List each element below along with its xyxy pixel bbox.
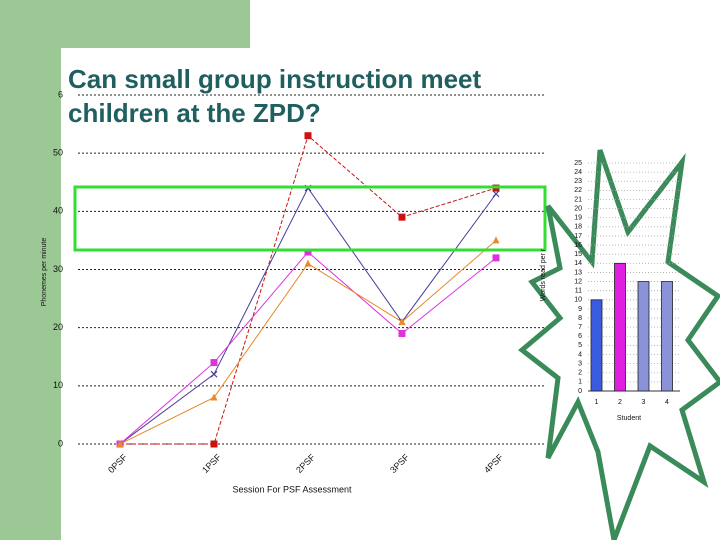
- marker: [304, 132, 312, 140]
- y-tick-label: 0: [58, 438, 63, 448]
- y-tick-label: 1: [578, 379, 582, 386]
- marker: [304, 248, 312, 256]
- y-tick-label: 25: [574, 160, 582, 167]
- title-line: children at the ZPD?: [68, 98, 321, 128]
- side-strip: [0, 0, 61, 540]
- marker: [492, 236, 500, 244]
- marker: [492, 254, 500, 262]
- y-tick-label: 4: [578, 351, 582, 358]
- y-tick-label: 23: [574, 178, 582, 185]
- y-tick-label: 6: [58, 89, 63, 99]
- y-tick-label: 24: [574, 169, 582, 176]
- y-tick-label: 17: [574, 233, 582, 240]
- x-tick-label: 2: [618, 399, 622, 406]
- slide-title: Can small group instruction meet children…: [68, 64, 482, 128]
- marker: [398, 213, 406, 221]
- y-tick-label: 20: [53, 322, 63, 332]
- y-tick-label: 16: [574, 242, 582, 249]
- y-tick-label: 14: [574, 260, 582, 267]
- y-tick-label: 8: [578, 315, 582, 322]
- y-tick-label: 22: [574, 187, 582, 194]
- y-tick-label: 13: [574, 269, 582, 276]
- y-tick-label: 18: [574, 224, 582, 231]
- bar: [590, 299, 603, 392]
- bar-chart: 0123456789101112131415161718192021222324…: [540, 160, 680, 422]
- y-tick-label: 5: [578, 342, 582, 349]
- y-tick-label: 2: [578, 370, 582, 377]
- y-tick-label: 3: [578, 360, 582, 367]
- x-tick-label: 1: [595, 399, 599, 406]
- x-tick-label: 3: [642, 399, 646, 406]
- y-tick-label: 0: [578, 388, 582, 395]
- y-tick-label: 30: [53, 264, 63, 274]
- top-block: [0, 0, 250, 48]
- y-tick-label: 7: [578, 324, 582, 331]
- bar: [614, 262, 626, 392]
- y-tick-label: 6: [578, 333, 582, 340]
- bar: [637, 281, 650, 392]
- marker: [210, 440, 218, 448]
- y-tick-label: 11: [575, 288, 582, 295]
- y-axis-label: Words read per r: [540, 248, 547, 301]
- x-axis-label: Student: [617, 415, 641, 422]
- y-tick-label: 10: [574, 297, 582, 304]
- y-tick-label: 19: [574, 215, 582, 222]
- x-tick-label: 4: [665, 399, 669, 406]
- y-tick-label: 20: [574, 205, 582, 212]
- y-tick-label: 21: [574, 196, 582, 203]
- highlight-box: [73, 185, 547, 252]
- marker: [210, 370, 218, 378]
- x-axis-label: Session For PSF Assessment: [232, 484, 352, 494]
- y-tick-label: 40: [53, 206, 63, 216]
- y-tick-label: 9: [578, 306, 582, 313]
- y-tick-label: 10: [53, 380, 63, 390]
- marker: [210, 359, 218, 367]
- title-line: Can small group instruction meet: [68, 64, 482, 94]
- marker: [398, 317, 406, 325]
- marker: [116, 440, 124, 447]
- marker: [492, 190, 500, 198]
- bar: [661, 281, 673, 392]
- marker: [304, 259, 312, 267]
- y-axis-label: Phonemes per minute: [41, 238, 48, 307]
- y-tick-label: 50: [53, 148, 63, 158]
- y-tick-label: 15: [574, 251, 582, 258]
- y-tick-label: 12: [574, 278, 582, 285]
- marker: [210, 393, 218, 401]
- marker: [398, 329, 406, 337]
